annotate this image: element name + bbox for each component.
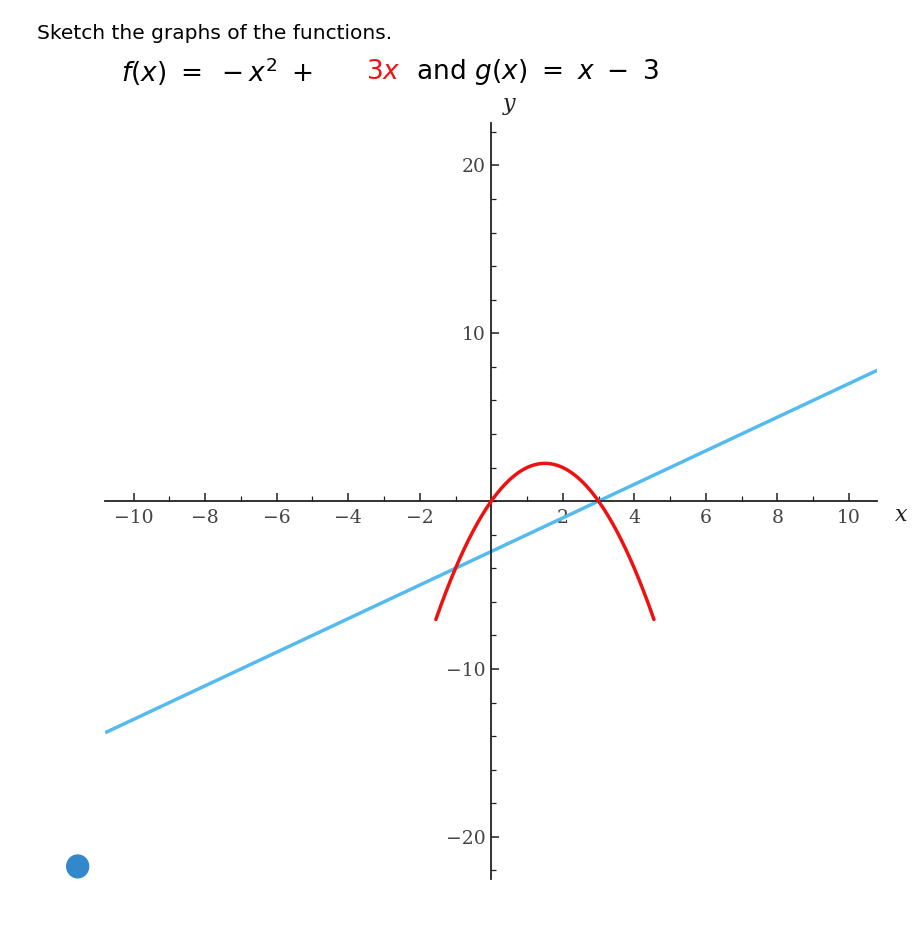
Text: $ \ \mathrm{and}\ g(x)\ =\ x\ -\ 3$: $ \ \mathrm{and}\ g(x)\ =\ x\ -\ 3$: [409, 57, 659, 87]
Text: y: y: [503, 93, 515, 115]
Text: Sketch the graphs of the functions.: Sketch the graphs of the functions.: [37, 24, 392, 43]
Text: $3x$: $3x$: [367, 60, 401, 85]
Text: $f(x)\ =\ -x^2\ +\ $: $f(x)\ =\ -x^2\ +\ $: [121, 56, 313, 88]
Text: x: x: [896, 504, 908, 525]
